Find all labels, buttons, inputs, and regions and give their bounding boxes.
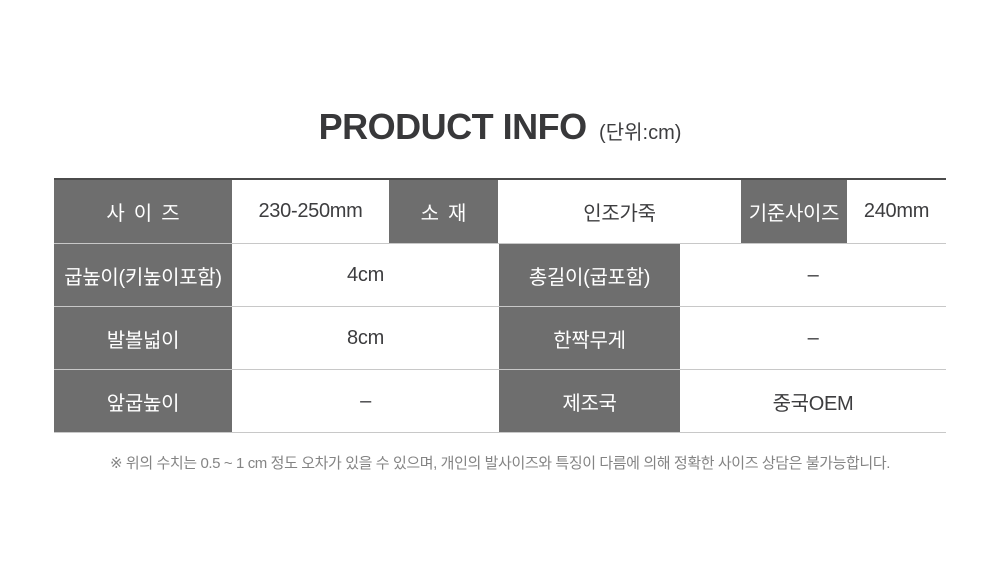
spec-value-material: 인조가죽 bbox=[498, 180, 741, 243]
product-info-table: 사이즈 230-250mm 소재 인조가죽 기준사이즈 240mm 굽높이(키높… bbox=[54, 178, 946, 433]
spec-value-standard-size: 240mm bbox=[847, 180, 946, 243]
table-row: 사이즈 230-250mm 소재 인조가죽 기준사이즈 240mm bbox=[54, 180, 946, 244]
spec-value-size: 230-250mm bbox=[232, 180, 389, 243]
table-row: 발볼넓이 8cm 한짝무게 – bbox=[54, 307, 946, 370]
table-row: 앞굽높이 – 제조국 중국OEM bbox=[54, 370, 946, 433]
disclaimer-note: ※ 위의 수치는 0.5 ~ 1 cm 정도 오차가 있을 수 있으며, 개인의… bbox=[109, 455, 890, 472]
spec-label-single-weight: 한짝무게 bbox=[499, 307, 680, 369]
spec-value-foot-width: 8cm bbox=[232, 307, 499, 369]
spec-label-size: 사이즈 bbox=[54, 180, 232, 243]
table-row: 굽높이(키높이포함) 4cm 총길이(굽포함) – bbox=[54, 244, 946, 307]
spec-value-single-weight: – bbox=[680, 307, 946, 369]
page-header: PRODUCT INFO (단위:cm) bbox=[0, 106, 1000, 148]
spec-label-material: 소재 bbox=[389, 180, 498, 243]
spec-label-total-length: 총길이(굽포함) bbox=[499, 244, 680, 306]
spec-label-standard-size: 기준사이즈 bbox=[741, 180, 847, 243]
spec-label-front-heel-height: 앞굽높이 bbox=[54, 370, 232, 432]
spec-label-foot-width: 발볼넓이 bbox=[54, 307, 232, 369]
spec-label-country: 제조국 bbox=[499, 370, 680, 432]
spec-value-total-length: – bbox=[680, 244, 946, 306]
spec-value-front-heel-height: – bbox=[232, 370, 499, 432]
spec-label-heel-height: 굽높이(키높이포함) bbox=[54, 244, 232, 306]
spec-value-country: 중국OEM bbox=[680, 370, 946, 432]
spec-value-heel-height: 4cm bbox=[232, 244, 499, 306]
page-title: PRODUCT INFO bbox=[318, 106, 588, 147]
title-unit-label: (단위:cm) bbox=[599, 122, 682, 144]
